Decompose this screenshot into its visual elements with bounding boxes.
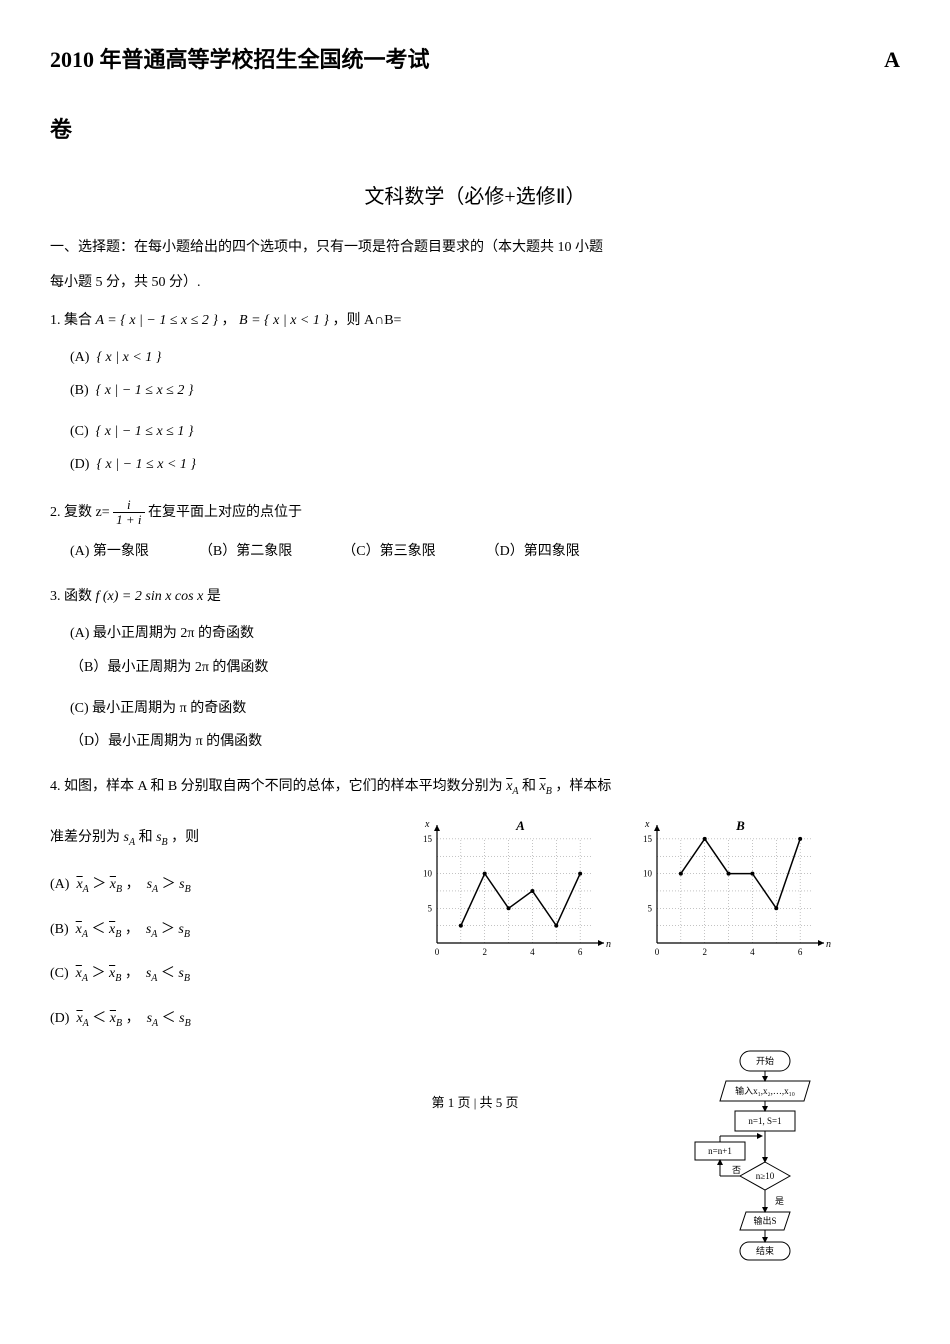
- svg-text:6: 6: [578, 947, 583, 957]
- svg-text:n=1, S=1: n=1, S=1: [748, 1116, 781, 1126]
- svg-text:2: 2: [702, 947, 707, 957]
- q1-setA: A = { x | − 1 ≤ x ≤ 2 }: [96, 313, 219, 328]
- question-4-line2: 准差分别为 sA 和 sB ，则: [50, 825, 348, 852]
- svg-text:A: A: [515, 818, 525, 833]
- q3-stem-post: 是: [207, 589, 221, 604]
- q3-optD: （D）最小正周期为 π 的偶函数: [70, 729, 444, 754]
- svg-text:是: 是: [775, 1196, 784, 1206]
- q3-optA: (A) 最小正周期为 2π 的奇函数: [70, 621, 444, 646]
- svg-text:n: n: [606, 939, 611, 950]
- q4-block: 准差分别为 sA 和 sB ，则 (A) xA ＞ xB ， sA ＞ sB (…: [50, 813, 900, 1051]
- page-header: 2010 年普通高等学校招生全国统一考试 A: [50, 40, 900, 80]
- variant-label: A: [884, 40, 900, 80]
- q4-stem1: 4. 如图，样本 A 和 B 分别取自两个不同的总体，它们的样本平均数分别为: [50, 779, 503, 794]
- q2-optD: （D）第四象限: [486, 539, 580, 564]
- svg-text:B: B: [735, 818, 745, 833]
- q4-charts: 0 2 4 6 5 10 15 n x A 0 2 4 6 5 10 15 n x B: [348, 813, 901, 963]
- flowchart-container: 开始输入x₁,x₂,…,x₁₀ n=1, S=1 n=n+1 n≥10 输出S 结束 否是: [690, 1046, 840, 1280]
- flowchart: 开始输入x₁,x₂,…,x₁₀ n=1, S=1 n=n+1 n≥10 输出S 结束 否是: [690, 1046, 840, 1271]
- q1-optD: (D) { x | − 1 ≤ x < 1 }: [70, 452, 444, 477]
- svg-text:x: x: [424, 819, 430, 830]
- q2-optA: (A) 第一象限: [70, 539, 149, 564]
- svg-text:输入x₁,x₂,…,x₁₀: 输入x₁,x₂,…,x₁₀: [735, 1085, 795, 1096]
- svg-text:x: x: [644, 819, 650, 830]
- q4-optB: (B) xA ＜ xB ， sA ＞ sB: [50, 917, 348, 944]
- svg-text:输出S: 输出S: [753, 1215, 776, 1226]
- q4-end: ，样本标: [555, 779, 611, 794]
- question-1: 1. 集合 A = { x | − 1 ≤ x ≤ 2 } ， B = { x …: [50, 308, 900, 333]
- question-3: 3. 函数 f (x) = 2 sin x cos x 是: [50, 584, 900, 609]
- q3-options-row2: (C) 最小正周期为 π 的奇函数 （D）最小正周期为 π 的偶函数: [70, 696, 900, 762]
- svg-text:10: 10: [643, 869, 653, 879]
- q4-and: 和: [522, 779, 536, 794]
- q2-optB: （B）第二象限: [199, 539, 292, 564]
- q4-optC: (C) xA ＞ xB ， sA ＜ sB: [50, 961, 348, 988]
- q3-fx: f (x) = 2 sin x cos x: [96, 589, 204, 604]
- q2-stem-post: 在复平面上对应的点位于: [148, 505, 302, 520]
- q1-options-row2: (C) { x | − 1 ≤ x ≤ 1 } (D) { x | − 1 ≤ …: [70, 419, 900, 485]
- svg-text:15: 15: [423, 834, 433, 844]
- q4-optA: (A) xA ＞ xB ， sA ＞ sB: [50, 872, 348, 899]
- q3-optB: （B）最小正周期为 2π 的偶函数: [70, 655, 444, 680]
- svg-text:5: 5: [647, 903, 652, 913]
- svg-text:开始: 开始: [756, 1055, 774, 1066]
- svg-text:n=n+1: n=n+1: [708, 1146, 732, 1156]
- exam-title: 2010 年普通高等学校招生全国统一考试: [50, 40, 430, 80]
- svg-text:15: 15: [643, 834, 653, 844]
- q3-options-row1: (A) 最小正周期为 2π 的奇函数 （B）最小正周期为 2π 的偶函数: [70, 621, 900, 687]
- question-4-line1: 4. 如图，样本 A 和 B 分别取自两个不同的总体，它们的样本平均数分别为 x…: [50, 774, 900, 801]
- svg-text:4: 4: [750, 947, 755, 957]
- svg-text:10: 10: [423, 869, 433, 879]
- q1-optC: (C) { x | − 1 ≤ x ≤ 1 }: [70, 419, 444, 444]
- svg-text:n≥10: n≥10: [756, 1171, 775, 1181]
- subject-title: 文科数学（必修+选修Ⅱ）: [50, 179, 900, 215]
- svg-text:结束: 结束: [756, 1245, 774, 1256]
- chart-b: 0 2 4 6 5 10 15 n x B: [629, 813, 839, 963]
- q1-stem-pre: 1. 集合: [50, 313, 96, 328]
- q1-optA: (A) { x | x < 1 }: [70, 345, 444, 370]
- q2-fraction: i 1 + i: [113, 498, 144, 528]
- question-2: 2. 复数 z= i 1 + i 在复平面上对应的点位于: [50, 498, 900, 528]
- svg-text:0: 0: [435, 947, 440, 957]
- q1-options-row1: (A) { x | x < 1 } (B) { x | − 1 ≤ x ≤ 2 …: [70, 345, 900, 411]
- svg-text:0: 0: [655, 947, 660, 957]
- q1-stem-mid: ，: [222, 313, 236, 328]
- svg-text:n: n: [826, 939, 831, 950]
- juan-label: 卷: [50, 110, 900, 150]
- q1-optB: (B) { x | − 1 ≤ x ≤ 2 }: [70, 378, 444, 403]
- chart-a: 0 2 4 6 5 10 15 n x A: [409, 813, 619, 963]
- q3-optC: (C) 最小正周期为 π 的奇函数: [70, 696, 444, 721]
- svg-text:4: 4: [530, 947, 535, 957]
- q2-stem-pre: 2. 复数 z=: [50, 505, 110, 520]
- section-intro-2: 每小题 5 分，共 50 分）.: [50, 270, 900, 295]
- svg-text:2: 2: [482, 947, 487, 957]
- svg-text:5: 5: [427, 903, 432, 913]
- svg-text:6: 6: [798, 947, 803, 957]
- q1-stem-post: ，则 A∩B=: [332, 313, 401, 328]
- q2-optC: （C）第三象限: [342, 539, 435, 564]
- q4-options-col: 准差分别为 sA 和 sB ，则 (A) xA ＞ xB ， sA ＞ sB (…: [50, 813, 348, 1051]
- q1-setB: B = { x | x < 1 }: [239, 313, 329, 328]
- q3-stem-pre: 3. 函数: [50, 589, 96, 604]
- q4-optD: (D) xA ＜ xB ， sA ＜ sB: [50, 1006, 348, 1033]
- q2-options: (A) 第一象限 （B）第二象限 （C）第三象限 （D）第四象限: [70, 539, 900, 572]
- svg-text:否: 否: [732, 1165, 741, 1175]
- section-intro-1: 一、选择题：在每小题给出的四个选项中，只有一项是符合题目要求的（本大题共 10 …: [50, 235, 900, 260]
